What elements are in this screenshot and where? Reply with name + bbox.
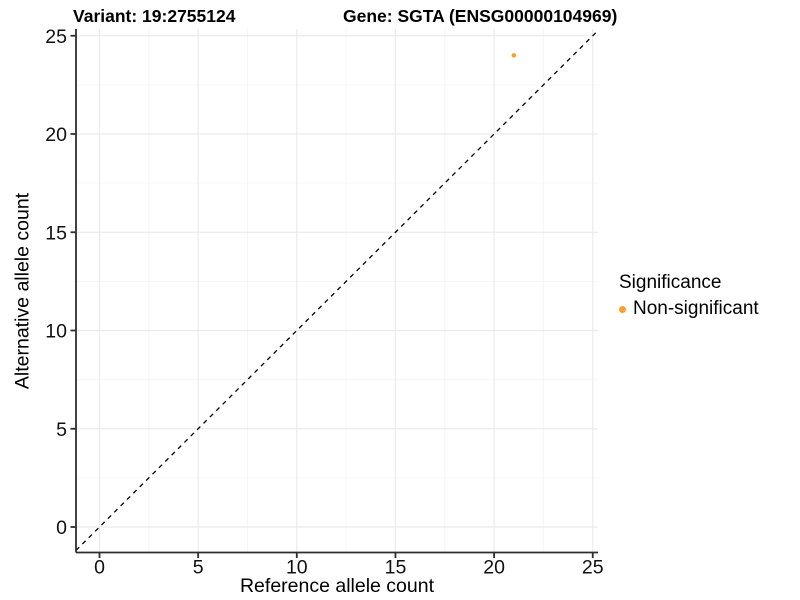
identity-line	[75, 30, 599, 551]
y-tick-label: 5	[56, 419, 67, 441]
y-tick-label: 10	[45, 321, 67, 343]
legend-point-icon	[619, 305, 626, 313]
x-tick-label: 10	[286, 557, 308, 579]
y-tick-label: 15	[45, 222, 67, 244]
plot-title-gene: Gene: SGTA (ENSG00000104969)	[343, 6, 618, 26]
x-axis-title: Reference allele count	[239, 575, 435, 597]
x-tick-label: 20	[483, 557, 505, 579]
y-tick-label: 0	[56, 517, 67, 539]
x-tick-label: 5	[193, 557, 204, 579]
plot-title-variant: Variant: 19:2755124	[73, 6, 236, 26]
x-tick-label: 15	[385, 557, 407, 579]
y-tick-label: 20	[45, 124, 67, 146]
legend-item-non-significant: Non-significant	[619, 298, 759, 320]
x-tick-label: 25	[582, 557, 604, 579]
y-tick-label: 25	[45, 26, 67, 48]
x-tick-label: 0	[94, 557, 105, 579]
legend-title: Significance	[619, 272, 722, 293]
legend: Significance Non-significant	[619, 271, 759, 320]
data-point	[511, 53, 517, 58]
legend-item-label: Non-significant	[633, 298, 759, 319]
